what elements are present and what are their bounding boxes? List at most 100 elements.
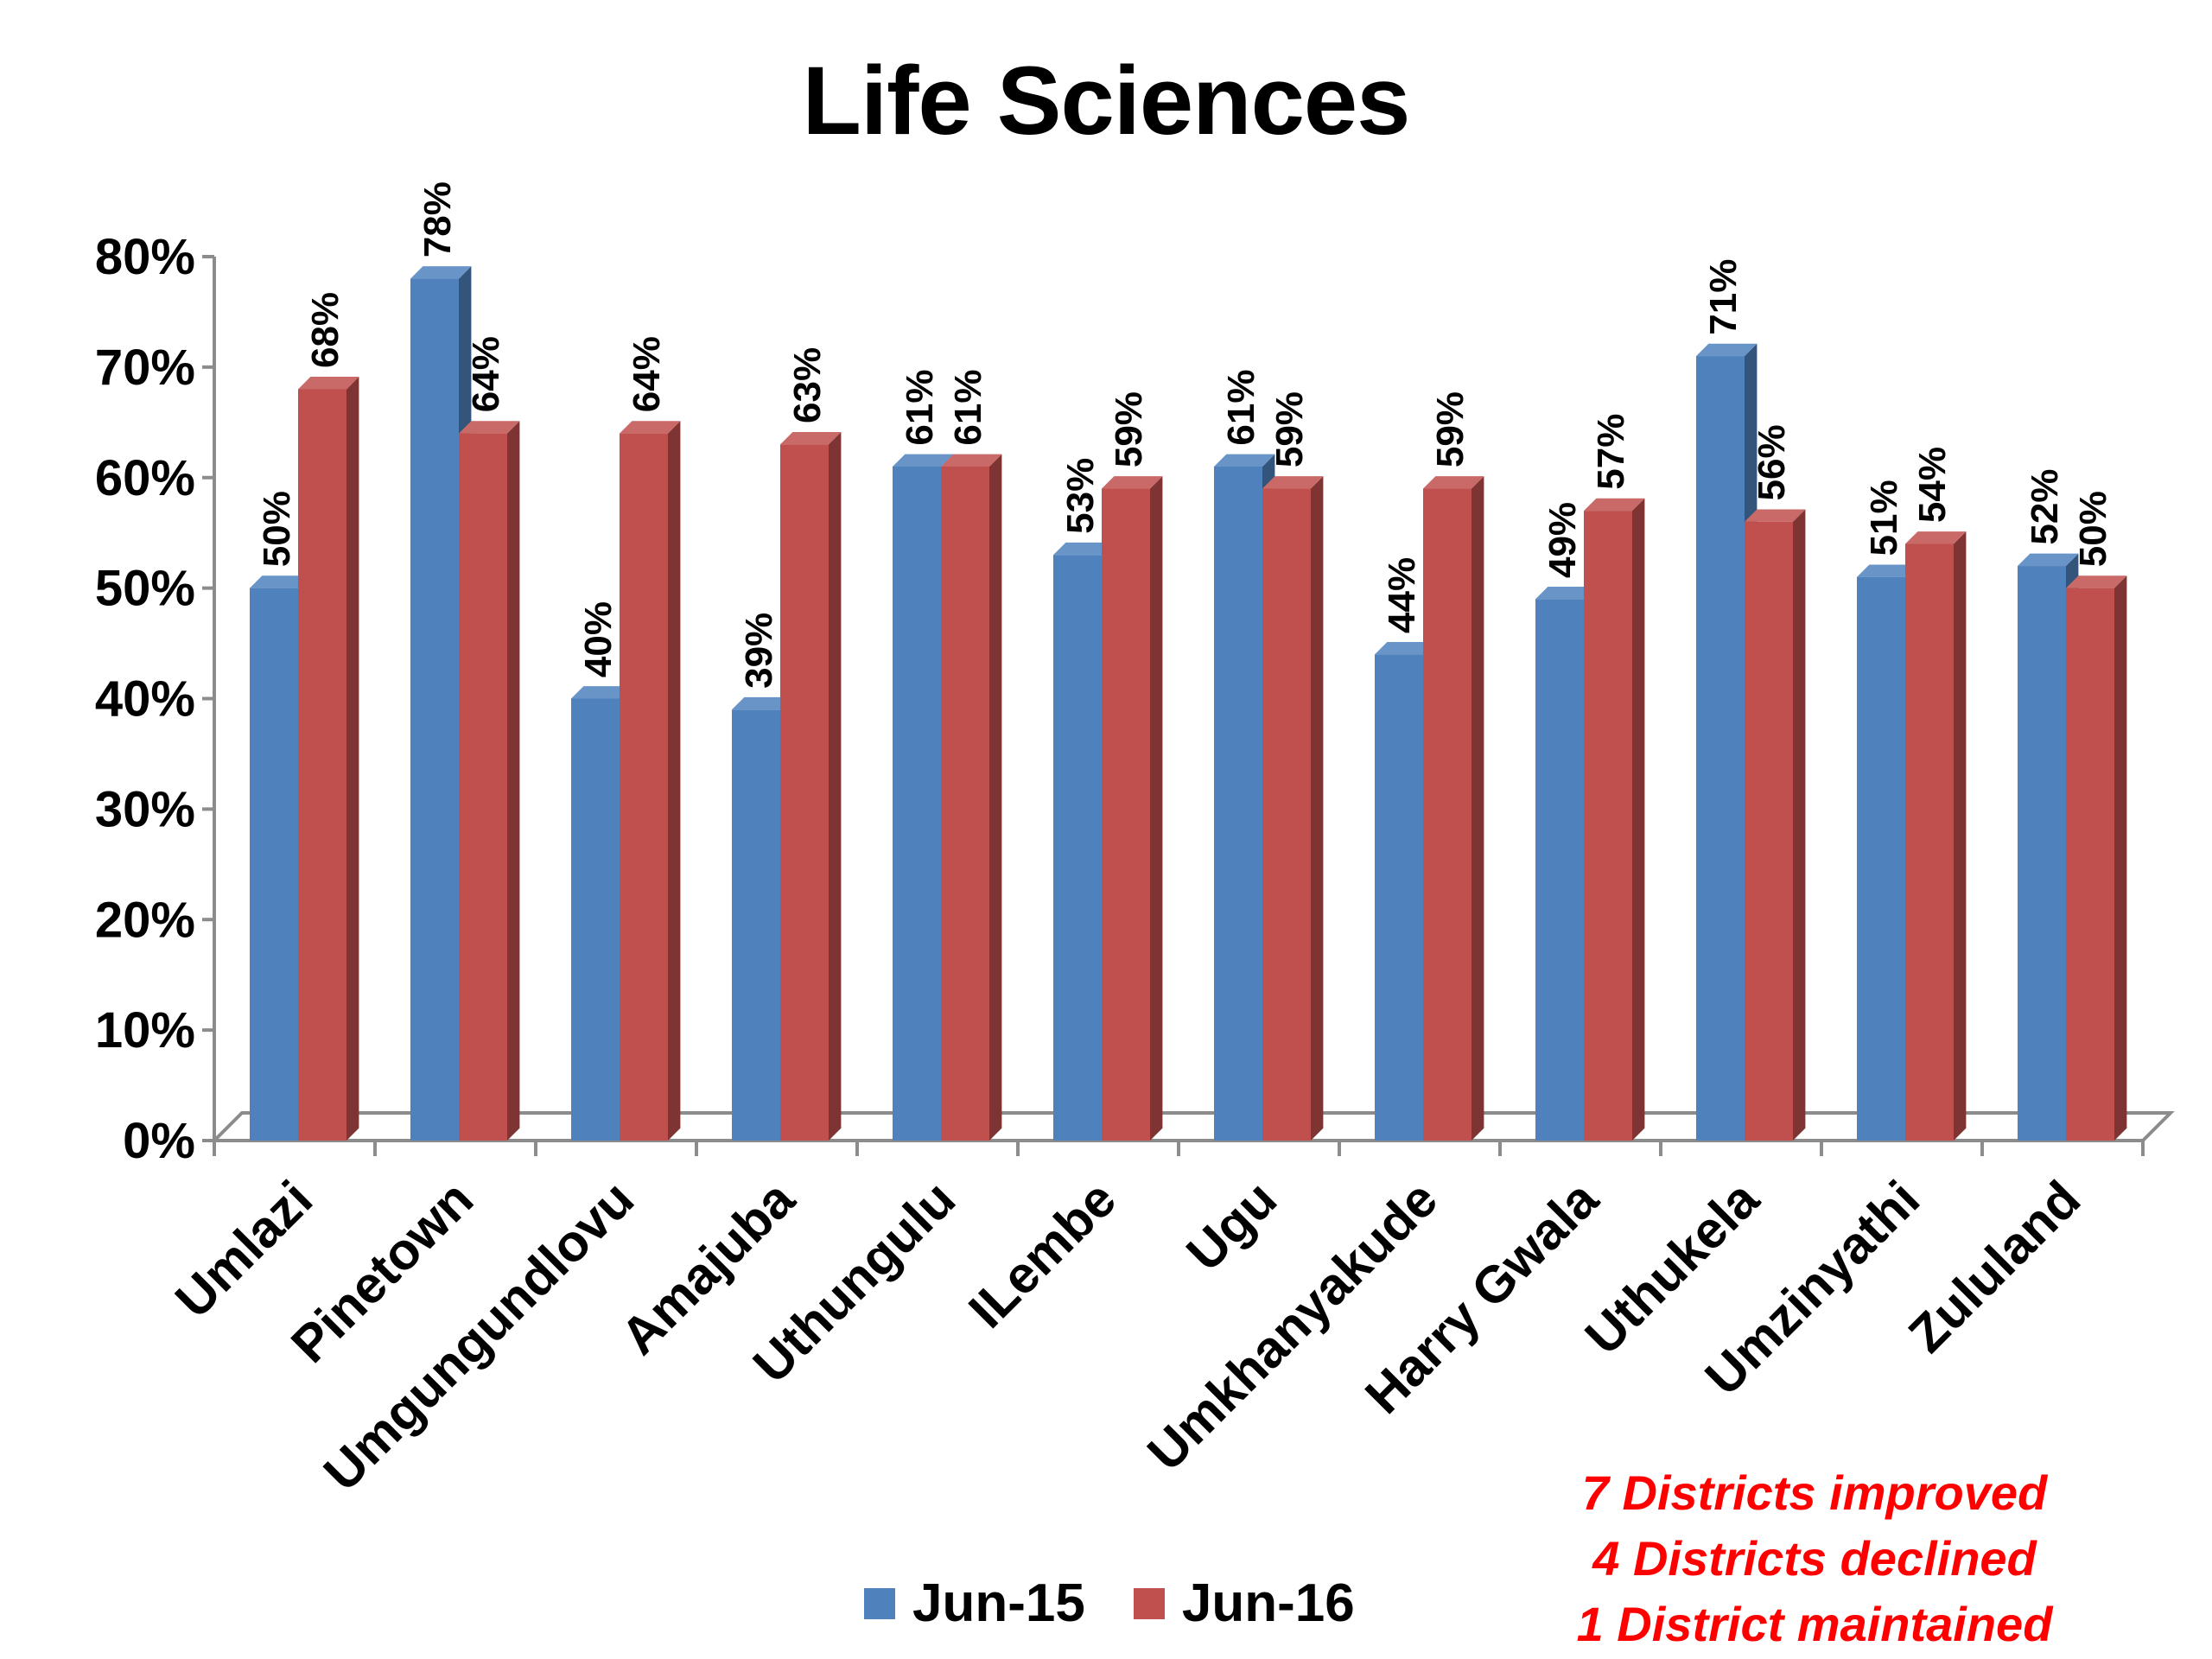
data-label: 61% (947, 369, 989, 445)
bar-jun-15-zululand (2018, 566, 2066, 1141)
bar-side-jun-16-uthungulu (989, 454, 1002, 1141)
bar-jun-16-ugu (1262, 488, 1311, 1141)
category-label: Umgungundlovu (313, 1170, 645, 1502)
chart-title: Life Sciences (802, 47, 1411, 155)
category-label: Zululand (1897, 1170, 2091, 1363)
data-label: 71% (1702, 259, 1745, 335)
y-tick-label: 30% (95, 781, 195, 837)
y-tick-label: 10% (95, 1002, 195, 1058)
legend-label-jun15: Jun-15 (912, 1573, 1085, 1633)
data-label: 53% (1059, 458, 1102, 534)
category-label: Umlazi (164, 1170, 323, 1329)
bar-top-jun-16-umzinyathi (1905, 531, 1967, 544)
bar-jun-15-umzinyathi (1857, 576, 1905, 1141)
data-label: 59% (1108, 391, 1150, 467)
bar-jun-16-umgungundlovu (620, 433, 668, 1141)
bar-side-jun-16-umzinyathi (1954, 531, 1967, 1141)
legend-swatch-jun16 (1133, 1587, 1165, 1619)
bar-jun-15-uthukela (1696, 356, 1745, 1141)
data-label: 64% (626, 336, 668, 412)
bar-side-jun-16-ilembe (1150, 476, 1163, 1141)
category-label: Umkhanyakude (1136, 1170, 1448, 1482)
bar-jun-16-pinetown (459, 433, 507, 1141)
legend-item-jun15: Jun-15 (864, 1573, 1085, 1634)
data-label: 57% (1590, 414, 1632, 490)
data-label: 64% (465, 336, 507, 412)
bar-side-jun-16-ugu (1311, 476, 1324, 1141)
bar-top-jun-16-amajuba (780, 431, 842, 445)
bar-jun-16-umkhanyakude (1423, 488, 1471, 1141)
bar-jun-16-ilembe (1102, 488, 1150, 1141)
data-label: 63% (786, 347, 829, 423)
y-tick-label: 50% (95, 561, 195, 617)
bar-jun-16-uthungulu (941, 466, 989, 1141)
data-label: 59% (1429, 391, 1471, 467)
bar-top-jun-16-zululand (2066, 575, 2127, 588)
bar-jun-15-amajuba (732, 709, 780, 1141)
bar-top-jun-16-pinetown (459, 421, 520, 434)
bar-top-jun-16-uthukela (1745, 509, 1806, 522)
annotation-maintained: 1 District maintained (1576, 1597, 2053, 1651)
bar-top-jun-15-umlazi (250, 575, 311, 588)
y-tick-label: 0% (123, 1113, 195, 1169)
data-label: 50% (2072, 491, 2114, 567)
data-label: 51% (1863, 480, 1905, 556)
y-tick-label: 40% (95, 671, 195, 728)
data-label: 40% (577, 601, 620, 677)
data-label: 59% (1268, 391, 1311, 467)
bar-jun-15-umkhanyakude (1375, 654, 1423, 1141)
legend-swatch-jun15 (864, 1587, 895, 1619)
y-tick-label: 80% (95, 229, 195, 285)
data-label: 52% (2024, 469, 2066, 545)
bar-top-jun-15-amajuba (732, 696, 793, 710)
bar-side-jun-16-zululand (2114, 575, 2127, 1141)
data-label: 68% (304, 292, 346, 368)
data-label: 61% (1220, 369, 1262, 445)
bar-side-jun-16-uthukela (1793, 509, 1806, 1141)
annotation-declined: 4 Districts declined (1592, 1531, 2037, 1586)
bar-top-jun-15-harry-gwala (1535, 587, 1597, 600)
bar-jun-15-umgungundlovu (571, 698, 620, 1141)
bar-jun-16-amajuba (780, 444, 829, 1141)
legend: Jun-15 Jun-16 (864, 1573, 1403, 1634)
bar-jun-15-ilembe (1053, 555, 1102, 1141)
bar-jun-16-umzinyathi (1905, 543, 1954, 1141)
bar-jun-16-umlazi (298, 389, 346, 1141)
category-label: Ugu (1175, 1170, 1287, 1282)
annotation-improved: 7 Districts improved (1581, 1465, 2048, 1520)
bar-top-jun-16-umkhanyakude (1423, 476, 1484, 489)
legend-label-jun16: Jun-16 (1181, 1573, 1355, 1633)
bar-top-jun-16-harry-gwala (1584, 498, 1645, 512)
bar-jun-16-harry-gwala (1584, 511, 1632, 1141)
bar-top-jun-15-ugu (1214, 454, 1275, 467)
bar-top-jun-15-pinetown (410, 266, 472, 279)
bar-top-jun-15-ilembe (1053, 542, 1115, 556)
bar-side-jun-16-umgungundlovu (668, 421, 681, 1141)
bar-top-jun-16-uthungulu (941, 454, 1002, 467)
bar-top-jun-15-uthukela (1696, 343, 1758, 357)
category-label: ILembe (957, 1170, 1127, 1339)
bar-side-jun-16-umlazi (346, 377, 359, 1141)
annotations: 7 Districts improved 4 Districts decline… (1503, 1460, 2126, 1657)
bar-side-jun-16-harry-gwala (1632, 498, 1645, 1141)
data-label: 78% (416, 181, 459, 257)
bar-jun-15-pinetown (410, 278, 459, 1141)
bar-jun-15-uthungulu (893, 466, 941, 1141)
bar-jun-15-umlazi (250, 588, 298, 1141)
data-label: 39% (738, 613, 780, 689)
bar-side-jun-16-umkhanyakude (1471, 476, 1484, 1141)
bar-top-jun-16-umlazi (298, 377, 359, 390)
bar-jun-16-zululand (2066, 588, 2114, 1141)
y-tick-label: 60% (95, 450, 195, 506)
bar-jun-15-ugu (1214, 466, 1262, 1141)
bar-side-jun-16-amajuba (829, 431, 842, 1141)
bar-top-jun-16-umgungundlovu (620, 421, 681, 434)
data-label: 49% (1541, 502, 1584, 578)
bar-jun-15-harry-gwala (1535, 599, 1584, 1141)
data-label: 44% (1381, 557, 1423, 633)
y-tick-label: 70% (95, 340, 195, 396)
bar-jun-16-uthukela (1745, 521, 1793, 1141)
data-label: 54% (1911, 447, 1954, 523)
bar-top-jun-15-umzinyathi (1857, 564, 1918, 577)
